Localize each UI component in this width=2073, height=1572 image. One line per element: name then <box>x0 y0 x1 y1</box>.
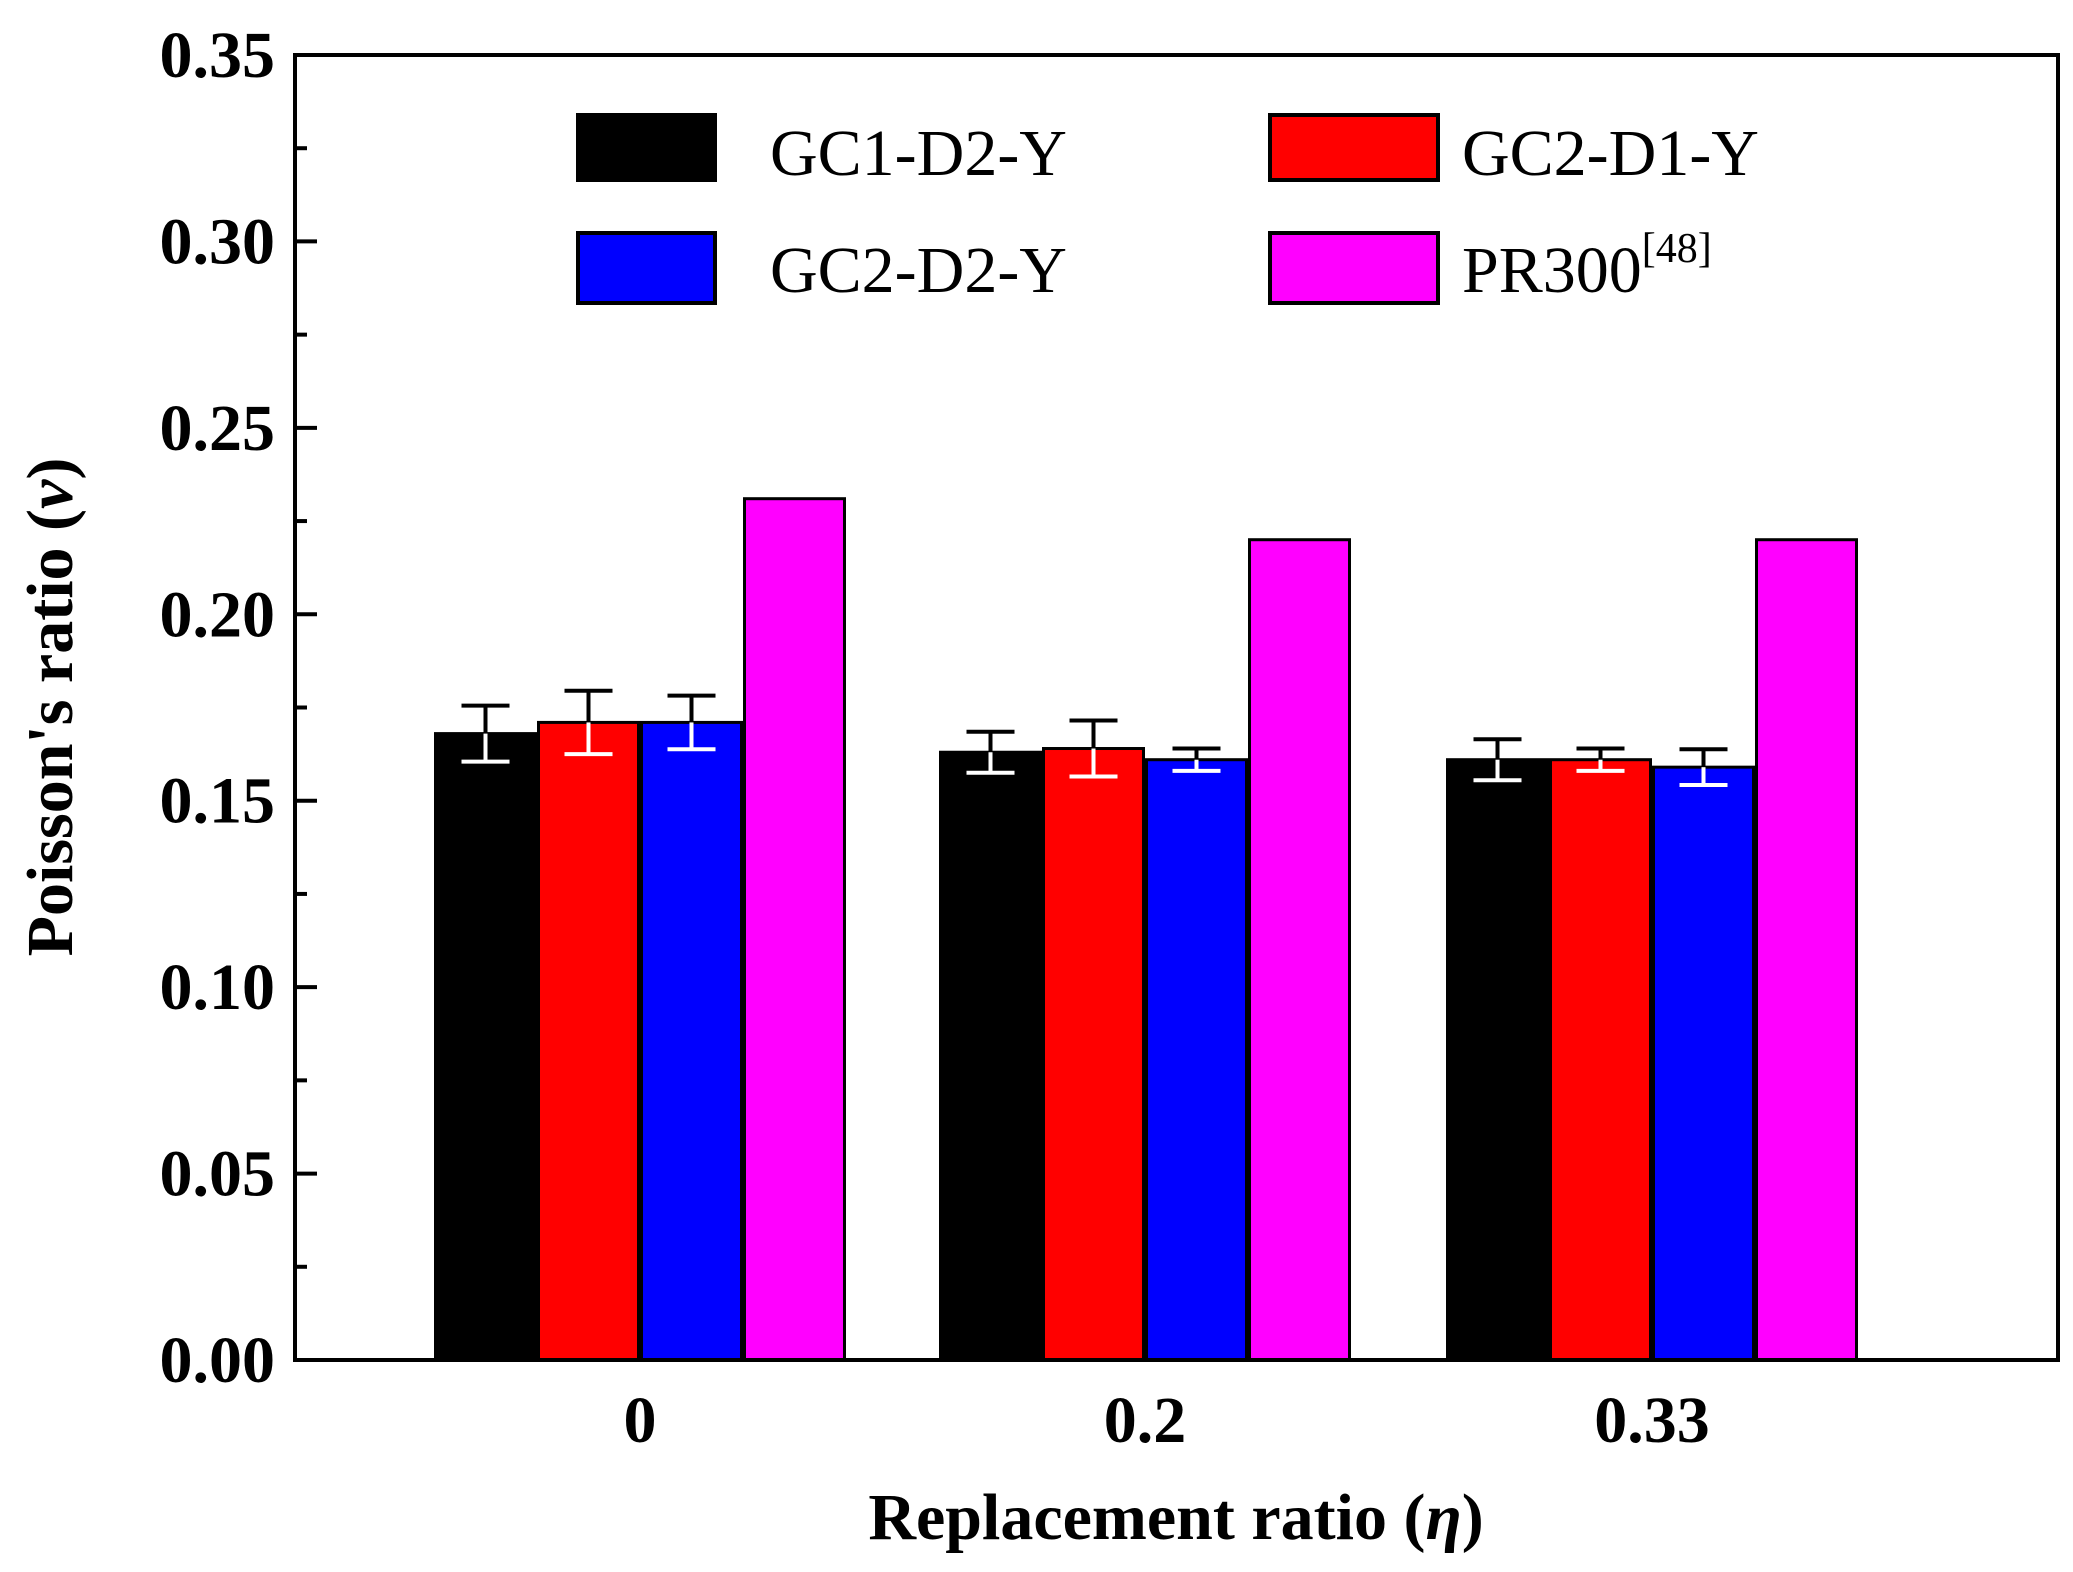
error-bar <box>966 729 1015 775</box>
legend-swatch-0 <box>576 113 717 182</box>
y-axis-title: Poisson's ratio (ν) <box>14 458 87 957</box>
y-axis: 0.00 0.05 0.10 0.15 0.20 0.25 0.30 0.35 <box>160 19 317 1397</box>
y-tick-label: 0.35 <box>160 19 276 92</box>
y-tick-label: 0.30 <box>160 205 276 278</box>
x-axis-title-text: Replacement ratio ( <box>868 1481 1425 1554</box>
bar <box>434 732 537 1362</box>
error-bars-layer <box>461 688 1728 788</box>
bars-layer <box>434 497 1858 1362</box>
y-tick-label: 0.15 <box>160 765 276 838</box>
bar <box>537 720 640 1362</box>
legend-swatch-3 <box>1268 231 1440 305</box>
legend: GC1-D2-Y GC2-D1-Y GC2-D2-Y PR300[48] <box>576 113 1759 307</box>
legend-swatch-2 <box>576 231 717 305</box>
bar <box>1042 747 1145 1362</box>
error-bar <box>667 693 716 752</box>
error-bar <box>564 688 613 757</box>
bar <box>1248 538 1351 1362</box>
legend-swatch-1 <box>1268 113 1440 182</box>
bar <box>1549 758 1652 1362</box>
bar <box>939 750 1042 1362</box>
y-axis-title-close: ) <box>14 458 87 480</box>
legend-label-3-sup: [48] <box>1642 226 1712 272</box>
y-axis-title-symbol: ν <box>14 479 87 509</box>
bar <box>743 497 846 1362</box>
bar <box>1446 758 1549 1362</box>
y-tick-label: 0.10 <box>160 951 276 1024</box>
x-tick-label: 0 <box>624 1384 657 1457</box>
x-axis: 0 0.2 0.33 <box>624 1340 1710 1457</box>
x-tick-label: 0.2 <box>1104 1384 1187 1457</box>
legend-label-2: GC2-D2-Y <box>770 234 1067 307</box>
legend-label-3: PR300[48] <box>1462 226 1712 307</box>
error-bar <box>1576 746 1625 773</box>
error-bar <box>1473 737 1522 783</box>
x-axis-title: Replacement ratio (η) <box>868 1481 1483 1554</box>
y-tick-label: 0.20 <box>160 578 276 651</box>
y-tick-label: 0.25 <box>160 392 276 465</box>
y-axis-title-text: Poisson's ratio ( <box>14 509 87 956</box>
error-bar <box>1172 746 1221 773</box>
legend-label-0: GC1-D2-Y <box>770 117 1067 190</box>
legend-label-3-text: PR300 <box>1462 234 1642 307</box>
y-tick-label: 0.00 <box>160 1324 276 1397</box>
bar <box>1652 765 1755 1362</box>
bar <box>1755 538 1858 1362</box>
bar <box>1145 758 1248 1362</box>
x-axis-title-close: ) <box>1462 1481 1484 1554</box>
x-tick-label: 0.33 <box>1594 1384 1710 1457</box>
y-tick-label: 0.05 <box>160 1138 276 1211</box>
legend-label-1: GC2-D1-Y <box>1462 117 1759 190</box>
error-bar <box>461 703 510 764</box>
x-axis-title-symbol: η <box>1425 1481 1461 1554</box>
error-bar <box>1679 747 1728 788</box>
bar <box>640 720 743 1362</box>
error-bar <box>1069 718 1118 779</box>
